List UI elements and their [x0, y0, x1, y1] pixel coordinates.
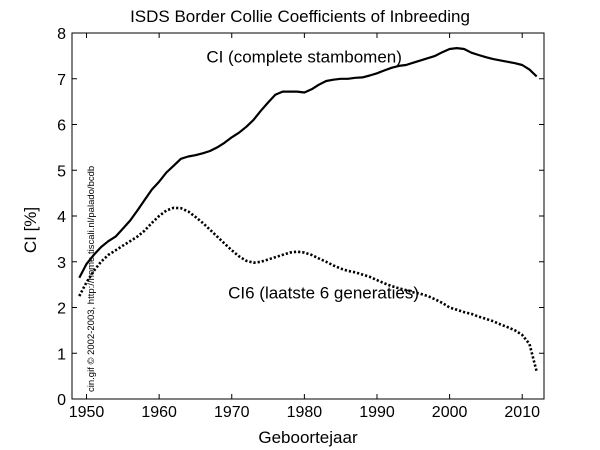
ci6-series-line — [78, 206, 538, 372]
y-tick-label: 3 — [57, 255, 66, 272]
axis-tick-labels: 1950 1960 1970 1980 1990 2000 2010 0 1 2 3 4 5 6 7 8 — [57, 26, 540, 421]
x-tick-label: 1990 — [359, 404, 395, 421]
chart-title: ISDS Border Collie Coefficients of Inbre… — [130, 7, 470, 26]
y-tick-label: 0 — [57, 392, 66, 409]
watermark-text: cin.gif © 2002-2003, http://home.tiscali… — [86, 166, 97, 392]
annotations: CI (complete stambomen) CI6 (laatste 6 ge… — [206, 48, 419, 303]
y-axis-label: CI [%] — [21, 207, 40, 253]
plot-frame — [71, 32, 545, 400]
ci-series-line — [78, 47, 538, 279]
x-tick-label: 1950 — [69, 404, 105, 421]
ci6-series-annotation: CI6 (laatste 6 generaties) — [228, 283, 419, 302]
y-tick-label: 4 — [57, 209, 66, 226]
x-tick-label: 1970 — [214, 404, 250, 421]
y-tick-label: 7 — [57, 72, 66, 89]
ci-series-annotation: CI (complete stambomen) — [206, 48, 402, 67]
x-tick-label: 2010 — [504, 404, 540, 421]
axis-ticks — [72, 32, 544, 400]
x-tick-label: 2000 — [432, 404, 468, 421]
y-tick-label: 6 — [57, 118, 66, 135]
y-tick-label: 8 — [57, 26, 66, 43]
y-tick-label: 5 — [57, 163, 66, 180]
x-tick-label: 1980 — [287, 404, 323, 421]
x-tick-label: 1960 — [141, 404, 177, 421]
y-tick-label: 1 — [57, 346, 66, 363]
x-axis-label: Geboortejaar — [258, 428, 358, 447]
series-lines — [78, 47, 538, 372]
y-tick-label: 2 — [57, 301, 66, 318]
